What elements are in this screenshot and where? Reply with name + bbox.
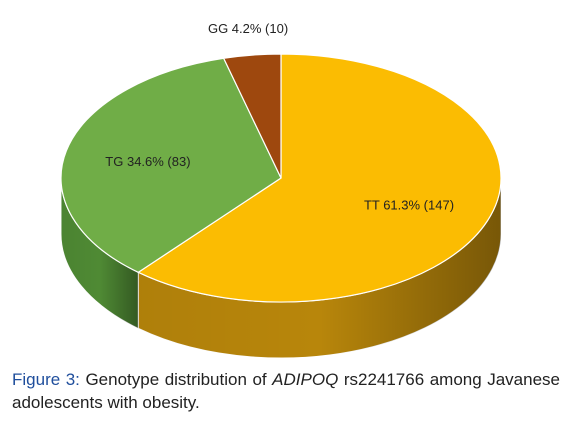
caption-text-before: Genotype distribution of bbox=[79, 370, 273, 389]
pie-slice-tg bbox=[60, 57, 282, 274]
figure-caption: Figure 3: Genotype distribution of ADIPO… bbox=[12, 368, 560, 414]
pie-labels: TT 61.3% (147) TG 34.6% (83) GG 4.2% (10) bbox=[105, 21, 454, 213]
slice-label-tg: TG 34.6% (83) bbox=[105, 154, 190, 169]
slice-label-tt: TT 61.3% (147) bbox=[364, 198, 454, 213]
pie-side-shade-tg bbox=[60, 178, 139, 329]
pie-slice-gg bbox=[222, 53, 282, 179]
pie-slice-tt bbox=[137, 53, 502, 303]
figure-label: Figure 3: bbox=[12, 370, 80, 389]
pie-tops bbox=[60, 53, 502, 303]
slice-label-gg: GG 4.2% (10) bbox=[208, 21, 288, 36]
pie-side-shade-tt bbox=[138, 178, 502, 359]
caption-text-after: rs2241766 among Javanese adolescents wit… bbox=[12, 370, 560, 412]
pie-chart: TT 61.3% (147) TG 34.6% (83) GG 4.2% (10) bbox=[60, 21, 502, 359]
pie-sides bbox=[60, 177, 502, 359]
caption-gene: ADIPOQ bbox=[272, 370, 339, 389]
